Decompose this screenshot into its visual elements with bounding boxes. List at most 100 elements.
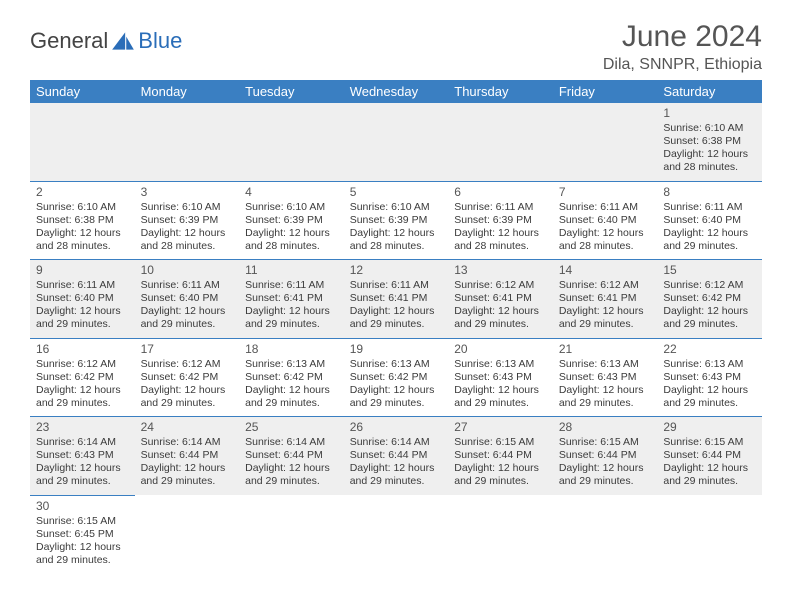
daylight-line: Daylight: 12 hours and 29 minutes.: [663, 462, 756, 488]
calendar-cell: [553, 495, 658, 573]
sunset-line: Sunset: 6:41 PM: [454, 292, 547, 305]
sunrise-line: Sunrise: 6:13 AM: [454, 358, 547, 371]
daylight-line: Daylight: 12 hours and 29 minutes.: [350, 305, 443, 331]
daylight-line: Daylight: 12 hours and 29 minutes.: [663, 384, 756, 410]
daylight-line: Daylight: 12 hours and 29 minutes.: [141, 384, 234, 410]
day-number: 17: [141, 342, 234, 357]
calendar-cell: 18Sunrise: 6:13 AMSunset: 6:42 PMDayligh…: [239, 338, 344, 417]
calendar-cell: [553, 103, 658, 181]
sunrise-line: Sunrise: 6:14 AM: [36, 436, 129, 449]
calendar-cell: 11Sunrise: 6:11 AMSunset: 6:41 PMDayligh…: [239, 260, 344, 339]
day-number: 12: [350, 263, 443, 278]
sunrise-line: Sunrise: 6:14 AM: [245, 436, 338, 449]
day-number: 24: [141, 420, 234, 435]
sunset-line: Sunset: 6:44 PM: [350, 449, 443, 462]
sunset-line: Sunset: 6:44 PM: [141, 449, 234, 462]
calendar-cell: 23Sunrise: 6:14 AMSunset: 6:43 PMDayligh…: [30, 417, 135, 496]
sunrise-line: Sunrise: 6:14 AM: [350, 436, 443, 449]
sunset-line: Sunset: 6:40 PM: [663, 214, 756, 227]
daylight-line: Daylight: 12 hours and 29 minutes.: [350, 384, 443, 410]
sunrise-line: Sunrise: 6:11 AM: [559, 201, 652, 214]
daylight-line: Daylight: 12 hours and 28 minutes.: [245, 227, 338, 253]
day-number: 6: [454, 185, 547, 200]
sunrise-line: Sunrise: 6:13 AM: [350, 358, 443, 371]
daylight-line: Daylight: 12 hours and 29 minutes.: [36, 541, 129, 567]
daylight-line: Daylight: 12 hours and 29 minutes.: [141, 462, 234, 488]
calendar-cell: [239, 495, 344, 573]
sunset-line: Sunset: 6:40 PM: [559, 214, 652, 227]
calendar-cell: 4Sunrise: 6:10 AMSunset: 6:39 PMDaylight…: [239, 181, 344, 260]
daylight-line: Daylight: 12 hours and 28 minutes.: [663, 148, 756, 174]
calendar-cell: 25Sunrise: 6:14 AMSunset: 6:44 PMDayligh…: [239, 417, 344, 496]
daylight-line: Daylight: 12 hours and 28 minutes.: [141, 227, 234, 253]
daylight-line: Daylight: 12 hours and 29 minutes.: [245, 384, 338, 410]
day-number: 18: [245, 342, 338, 357]
calendar-cell: [135, 103, 240, 181]
sunrise-line: Sunrise: 6:11 AM: [245, 279, 338, 292]
calendar-cell: [135, 495, 240, 573]
calendar-cell: 2Sunrise: 6:10 AMSunset: 6:38 PMDaylight…: [30, 181, 135, 260]
sunset-line: Sunset: 6:41 PM: [350, 292, 443, 305]
sunrise-line: Sunrise: 6:12 AM: [141, 358, 234, 371]
sunset-line: Sunset: 6:42 PM: [245, 371, 338, 384]
day-number: 28: [559, 420, 652, 435]
calendar-table: SundayMondayTuesdayWednesdayThursdayFrid…: [30, 80, 762, 573]
sunrise-line: Sunrise: 6:10 AM: [350, 201, 443, 214]
weekday-header: Sunday: [30, 80, 135, 103]
sunset-line: Sunset: 6:43 PM: [36, 449, 129, 462]
sunset-line: Sunset: 6:44 PM: [454, 449, 547, 462]
calendar-cell: 10Sunrise: 6:11 AMSunset: 6:40 PMDayligh…: [135, 260, 240, 339]
sunset-line: Sunset: 6:43 PM: [454, 371, 547, 384]
calendar-cell: [448, 103, 553, 181]
calendar-cell: 7Sunrise: 6:11 AMSunset: 6:40 PMDaylight…: [553, 181, 658, 260]
sail-icon: [110, 30, 136, 52]
day-number: 15: [663, 263, 756, 278]
sunset-line: Sunset: 6:41 PM: [559, 292, 652, 305]
header: General Blue June 2024 Dila, SNNPR, Ethi…: [30, 20, 762, 74]
day-number: 30: [36, 499, 129, 514]
calendar-cell: 28Sunrise: 6:15 AMSunset: 6:44 PMDayligh…: [553, 417, 658, 496]
weekday-header: Monday: [135, 80, 240, 103]
day-number: 3: [141, 185, 234, 200]
day-number: 22: [663, 342, 756, 357]
calendar-cell: 9Sunrise: 6:11 AMSunset: 6:40 PMDaylight…: [30, 260, 135, 339]
calendar-cell: [239, 103, 344, 181]
calendar-cell: 24Sunrise: 6:14 AMSunset: 6:44 PMDayligh…: [135, 417, 240, 496]
sunset-line: Sunset: 6:45 PM: [36, 528, 129, 541]
weekday-header: Saturday: [657, 80, 762, 103]
brand-text-1: General: [30, 28, 108, 54]
calendar-cell: 17Sunrise: 6:12 AMSunset: 6:42 PMDayligh…: [135, 338, 240, 417]
sunrise-line: Sunrise: 6:11 AM: [36, 279, 129, 292]
sunrise-line: Sunrise: 6:13 AM: [559, 358, 652, 371]
day-number: 11: [245, 263, 338, 278]
sunrise-line: Sunrise: 6:11 AM: [350, 279, 443, 292]
day-number: 16: [36, 342, 129, 357]
day-number: 1: [663, 106, 756, 121]
sunset-line: Sunset: 6:42 PM: [663, 292, 756, 305]
sunset-line: Sunset: 6:43 PM: [663, 371, 756, 384]
daylight-line: Daylight: 12 hours and 29 minutes.: [454, 305, 547, 331]
daylight-line: Daylight: 12 hours and 29 minutes.: [559, 462, 652, 488]
calendar-row: 2Sunrise: 6:10 AMSunset: 6:38 PMDaylight…: [30, 181, 762, 260]
sunrise-line: Sunrise: 6:11 AM: [454, 201, 547, 214]
calendar-cell: [344, 103, 449, 181]
sunrise-line: Sunrise: 6:15 AM: [36, 515, 129, 528]
calendar-cell: [657, 495, 762, 573]
daylight-line: Daylight: 12 hours and 29 minutes.: [36, 462, 129, 488]
daylight-line: Daylight: 12 hours and 28 minutes.: [36, 227, 129, 253]
sunset-line: Sunset: 6:44 PM: [663, 449, 756, 462]
daylight-line: Daylight: 12 hours and 29 minutes.: [559, 384, 652, 410]
calendar-cell: 27Sunrise: 6:15 AMSunset: 6:44 PMDayligh…: [448, 417, 553, 496]
calendar-cell: 16Sunrise: 6:12 AMSunset: 6:42 PMDayligh…: [30, 338, 135, 417]
calendar-body: 1Sunrise: 6:10 AMSunset: 6:38 PMDaylight…: [30, 103, 762, 573]
sunrise-line: Sunrise: 6:13 AM: [663, 358, 756, 371]
daylight-line: Daylight: 12 hours and 29 minutes.: [663, 305, 756, 331]
sunset-line: Sunset: 6:42 PM: [36, 371, 129, 384]
calendar-header-row: SundayMondayTuesdayWednesdayThursdayFrid…: [30, 80, 762, 103]
calendar-cell: 14Sunrise: 6:12 AMSunset: 6:41 PMDayligh…: [553, 260, 658, 339]
sunset-line: Sunset: 6:39 PM: [245, 214, 338, 227]
sunset-line: Sunset: 6:39 PM: [141, 214, 234, 227]
calendar-row: 9Sunrise: 6:11 AMSunset: 6:40 PMDaylight…: [30, 260, 762, 339]
calendar-row: 23Sunrise: 6:14 AMSunset: 6:43 PMDayligh…: [30, 417, 762, 496]
calendar-cell: 30Sunrise: 6:15 AMSunset: 6:45 PMDayligh…: [30, 495, 135, 573]
